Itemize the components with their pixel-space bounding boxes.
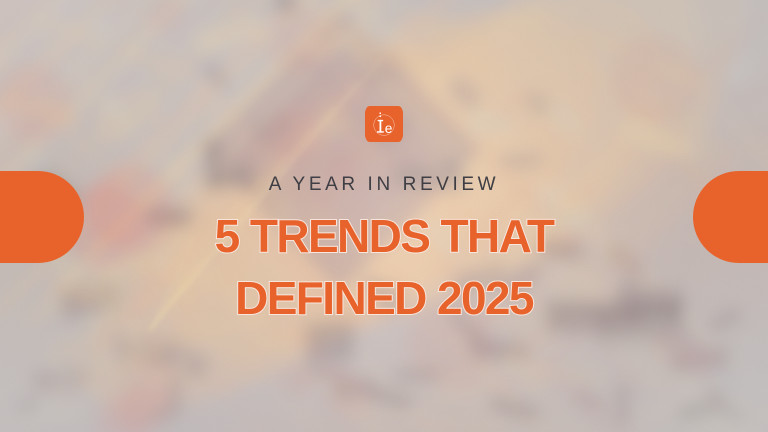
svg-text:e: e	[385, 121, 393, 136]
